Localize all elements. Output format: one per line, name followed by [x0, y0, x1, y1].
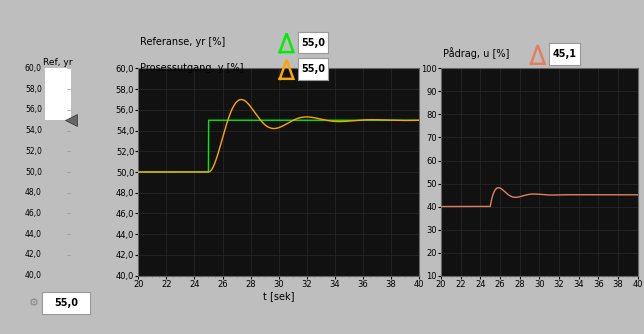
- Text: 52,0: 52,0: [25, 147, 42, 156]
- Text: Pådrag, u [%]: Pådrag, u [%]: [443, 47, 509, 59]
- Text: 40,0: 40,0: [25, 271, 42, 280]
- Text: 44,0: 44,0: [25, 230, 42, 238]
- Text: 55,0: 55,0: [301, 38, 325, 47]
- Text: 42,0: 42,0: [25, 250, 42, 259]
- Text: 56,0: 56,0: [25, 106, 42, 114]
- Bar: [45, 68, 71, 120]
- Text: Referanse, yr [%]: Referanse, yr [%]: [140, 37, 225, 47]
- Text: Ref, yr: Ref, yr: [43, 58, 73, 67]
- Text: 54,0: 54,0: [25, 126, 42, 135]
- Text: 55,0: 55,0: [301, 64, 325, 74]
- Text: 55,0: 55,0: [54, 298, 78, 308]
- Text: 50,0: 50,0: [25, 168, 42, 176]
- Text: 60,0: 60,0: [25, 64, 42, 73]
- Text: 45,1: 45,1: [552, 49, 576, 59]
- X-axis label: t [sek]: t [sek]: [263, 292, 294, 302]
- Text: 46,0: 46,0: [25, 209, 42, 218]
- Text: 58,0: 58,0: [25, 85, 42, 94]
- Text: ⚙: ⚙: [28, 298, 39, 308]
- Text: 48,0: 48,0: [25, 188, 42, 197]
- Text: Prosessutgang, y [%]: Prosessutgang, y [%]: [140, 63, 244, 73]
